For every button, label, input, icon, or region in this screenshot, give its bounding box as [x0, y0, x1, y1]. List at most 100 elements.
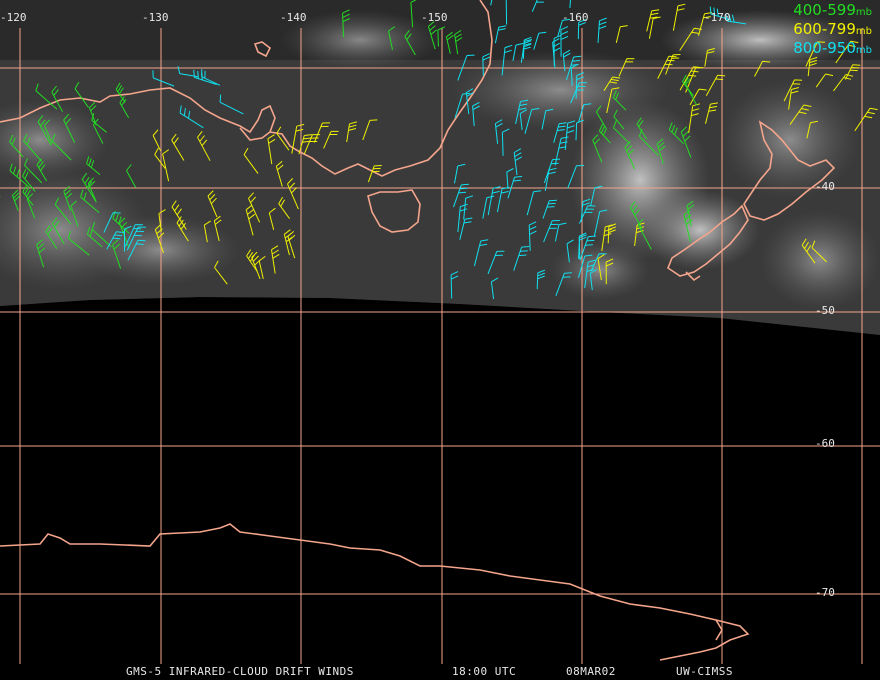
- wind-barb: [213, 215, 222, 242]
- wind-barb: [689, 88, 707, 106]
- wind-barb: [454, 29, 463, 55]
- wind-barb: [593, 209, 608, 237]
- wind-barb: [51, 133, 72, 161]
- wind-barb: [536, 269, 546, 290]
- wind-barb: [158, 209, 166, 232]
- wind-barb: [323, 130, 339, 149]
- legend-item-400-599: 400-599mb: [793, 1, 872, 19]
- wind-barb: [601, 224, 613, 252]
- wind-barb: [579, 235, 596, 261]
- wind-barb: [575, 72, 585, 99]
- wind-barb: [437, 26, 446, 47]
- wind-barb: [124, 225, 132, 252]
- wind-barb: [463, 195, 474, 220]
- graticule: [0, 28, 880, 664]
- wind-barb: [362, 119, 378, 141]
- wind-barb: [541, 108, 554, 130]
- wind-barb: [683, 209, 693, 242]
- wind-barb: [526, 190, 542, 216]
- wind-barb: [513, 148, 523, 176]
- wind-barb: [705, 102, 718, 124]
- wind-barb: [86, 226, 103, 248]
- wind-barb: [207, 190, 218, 218]
- wind-barb: [246, 249, 258, 272]
- wind-barb: [243, 147, 259, 174]
- latitude-labels: -40 -50 -60 -70: [815, 180, 835, 599]
- wind-barb: [575, 119, 584, 141]
- wind-barb: [278, 196, 291, 219]
- wind-barb: [672, 3, 686, 31]
- wind-barb: [578, 232, 587, 260]
- wind-barb: [271, 245, 280, 274]
- wind-barb: [197, 130, 211, 161]
- lon-label: -160: [562, 11, 589, 24]
- wind-barb: [70, 200, 79, 227]
- wind-barb: [119, 96, 130, 119]
- wind-barb: [554, 222, 567, 242]
- cloud-drift-wind-barbs: [0, 0, 878, 299]
- wind-barb: [454, 163, 466, 184]
- product-date: 08MAR02: [566, 665, 616, 678]
- wind-barb: [63, 113, 76, 143]
- wind-barb: [450, 271, 459, 299]
- wind-barb: [268, 207, 276, 231]
- wind-barb: [789, 104, 812, 125]
- wind-barb: [214, 260, 228, 285]
- wind-barb: [51, 85, 63, 112]
- wind-barb: [487, 186, 501, 216]
- wind-barb: [275, 160, 284, 187]
- wind-barb: [656, 138, 666, 164]
- wind-barb: [805, 41, 826, 67]
- lat-label: -70: [815, 586, 835, 599]
- wind-barb: [482, 195, 495, 219]
- product-source: UW-CIMSS: [676, 665, 733, 678]
- wind-barb: [23, 133, 43, 162]
- wind-barb: [505, 0, 508, 25]
- wind-barb: [754, 60, 771, 77]
- lat-label: -40: [815, 180, 835, 193]
- wind-barb: [490, 277, 499, 299]
- wind-barb: [533, 31, 547, 50]
- wind-barb: [459, 217, 473, 240]
- satellite-imagery: [0, 0, 880, 335]
- wind-barb: [519, 109, 528, 130]
- wind-barb: [43, 119, 53, 144]
- wind-barb: [91, 222, 112, 248]
- wind-barb: [553, 122, 567, 143]
- wind-barb: [815, 73, 834, 88]
- wind-barb: [37, 115, 52, 146]
- wind-barb: [513, 246, 530, 271]
- wind-barb: [638, 128, 659, 156]
- wind-barb: [251, 251, 261, 280]
- wind-barb: [171, 133, 185, 161]
- wind-barb: [679, 27, 702, 51]
- wind-barb: [22, 184, 34, 206]
- wind-barb: [567, 165, 585, 189]
- wind-barb: [453, 183, 469, 208]
- australia-coast: [0, 0, 493, 177]
- lon-label: -150: [421, 11, 448, 24]
- wind-barb: [811, 240, 827, 263]
- wind-barb: [801, 238, 816, 264]
- wind-barb: [112, 239, 122, 269]
- wind-barb: [553, 34, 562, 66]
- wind-barb: [501, 44, 513, 76]
- wind-barb: [524, 108, 540, 134]
- wind-barb: [507, 175, 523, 199]
- wind-barb: [844, 64, 861, 80]
- wind-barb: [562, 49, 571, 72]
- wind-barb: [544, 167, 557, 191]
- pressure-legend: 400-599mb 600-799mb 800-950mb: [793, 2, 872, 59]
- lat-label: -60: [815, 437, 835, 450]
- wind-barb: [80, 189, 100, 213]
- coastlines: [0, 0, 836, 661]
- wind-barb: [74, 81, 89, 108]
- nz-south-island: [667, 204, 749, 277]
- wind-barb: [490, 0, 493, 6]
- wind-barb: [605, 258, 614, 285]
- wind-barb: [598, 123, 611, 144]
- wind-barb: [457, 54, 475, 81]
- wind-barb: [634, 222, 645, 246]
- wind-barb: [303, 134, 321, 155]
